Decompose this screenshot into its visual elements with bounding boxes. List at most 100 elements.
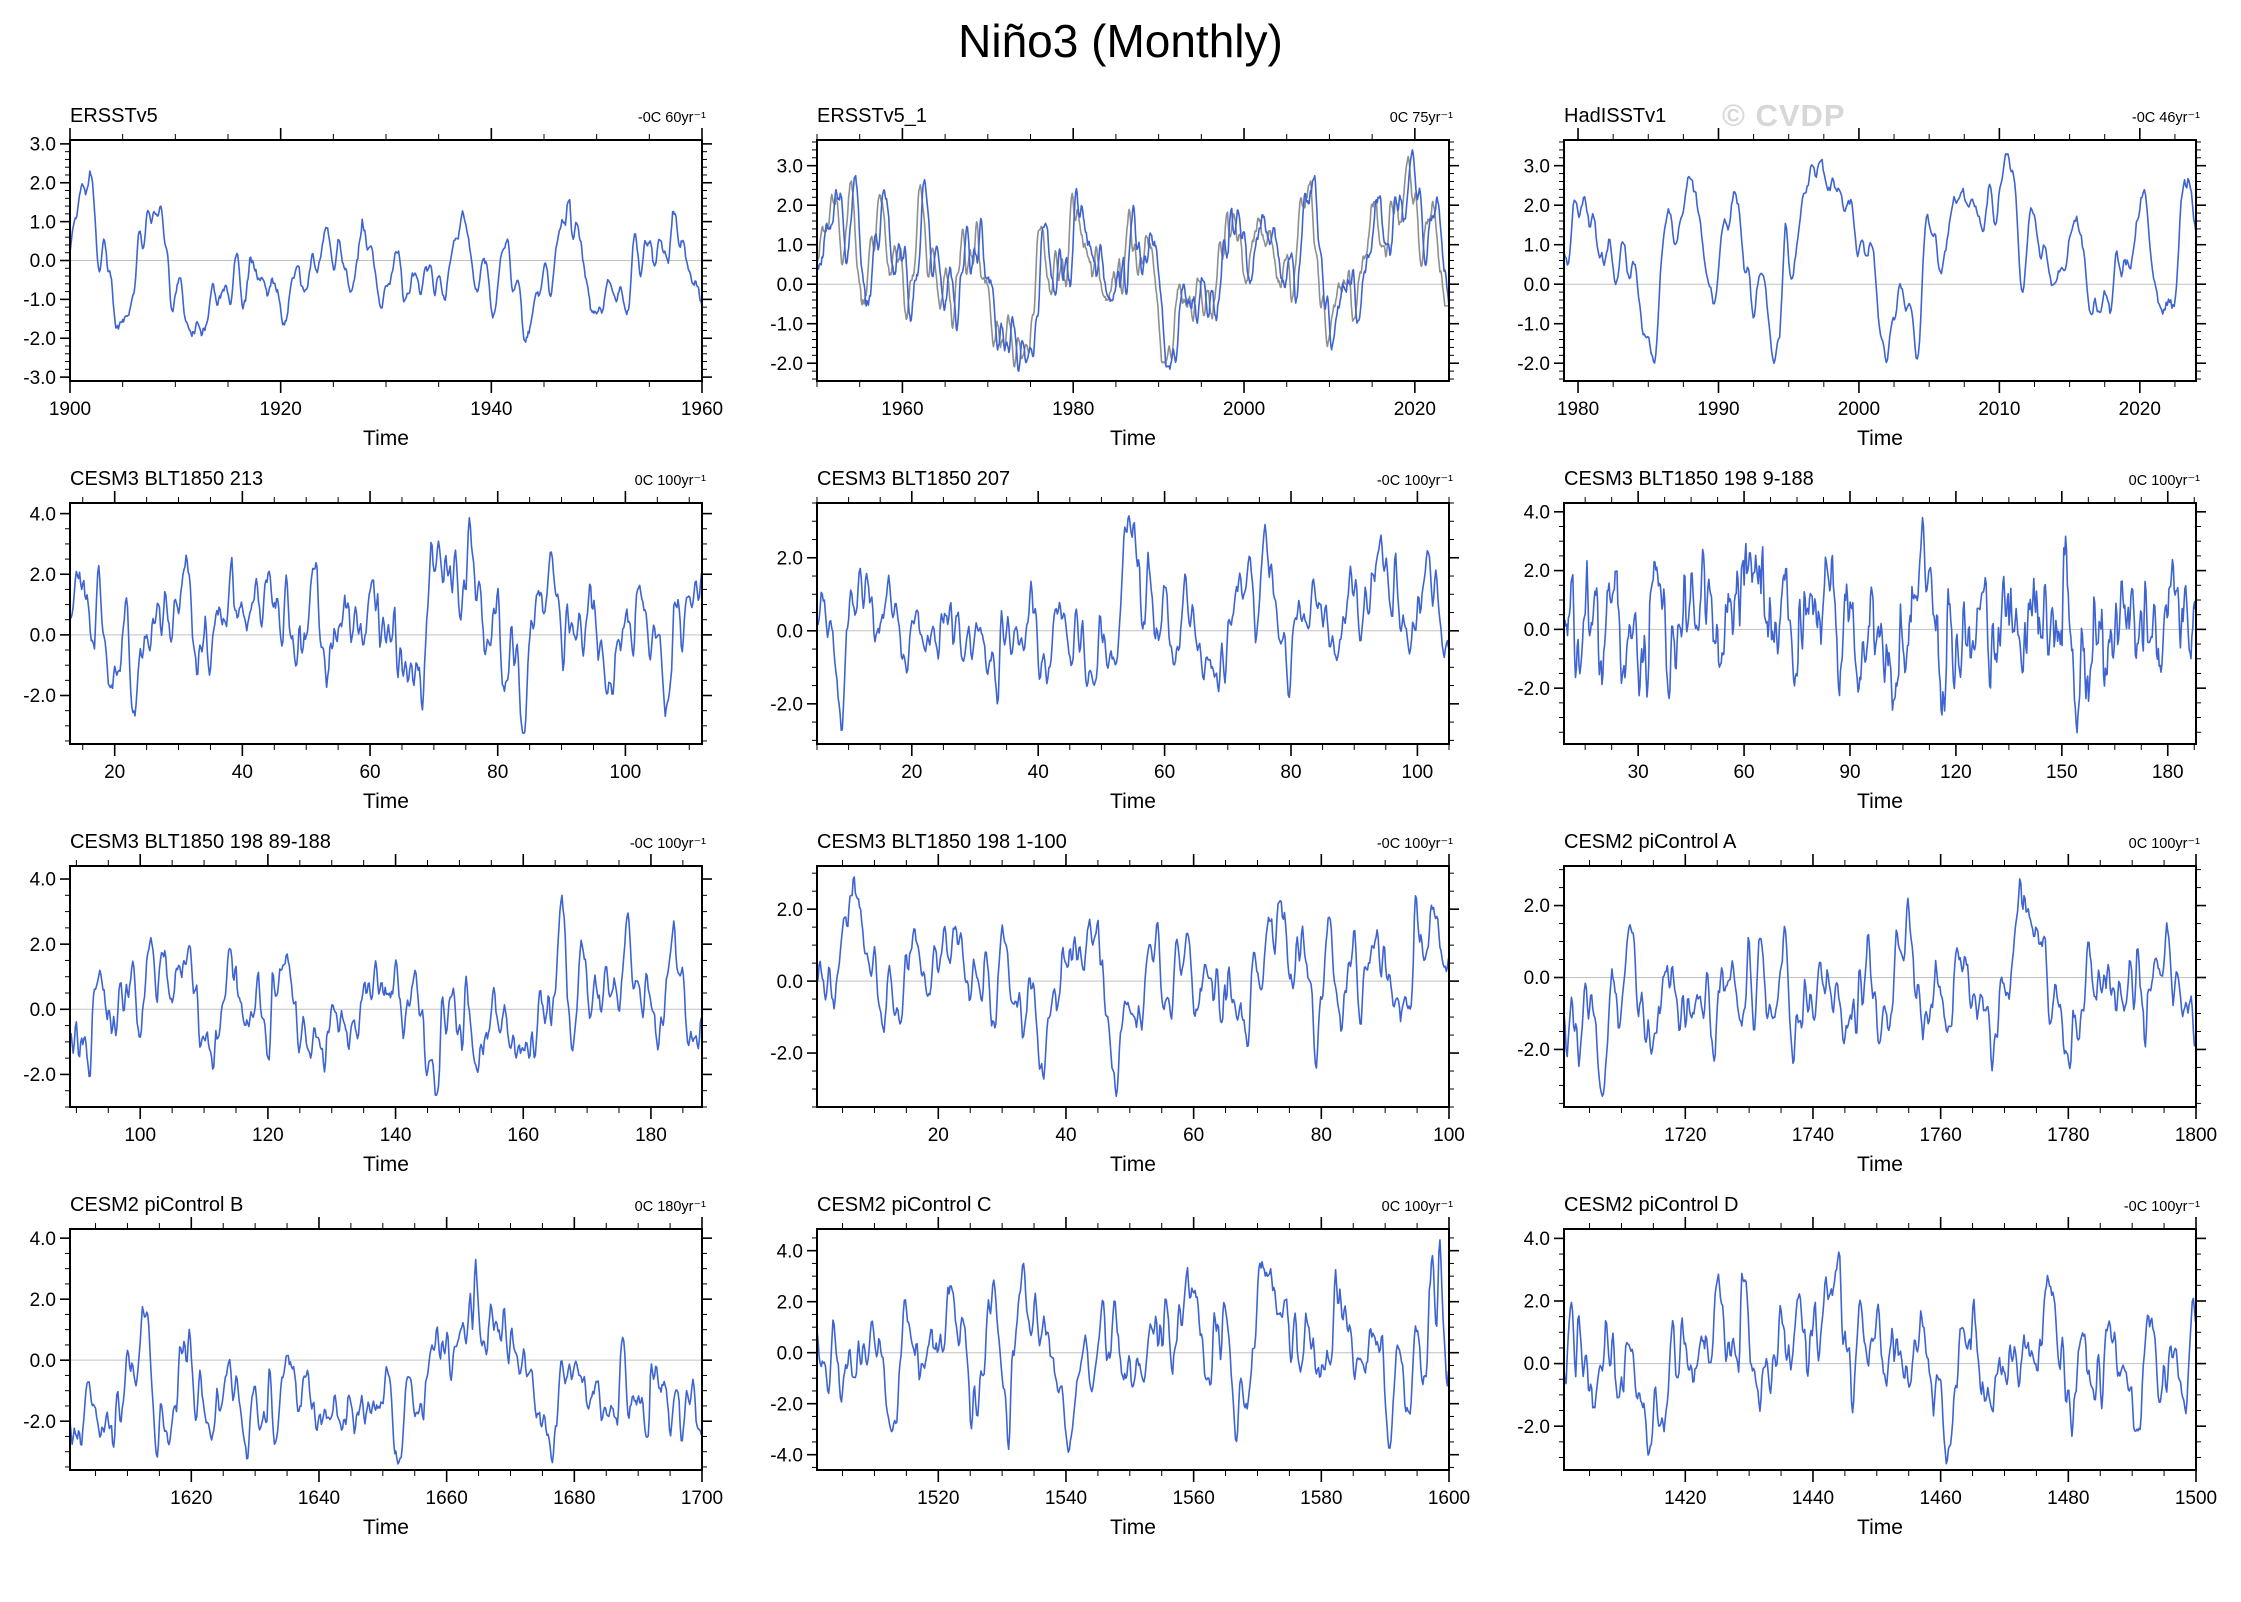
svg-text:100: 100 (610, 762, 642, 783)
panel-cesm2-picontrol-a: CESM2 piControl A 0C 100yr⁻¹ 1720 1740 176… (1494, 822, 2241, 1185)
svg-text:0.0: 0.0 (30, 1000, 56, 1021)
svg-text:1740: 1740 (1792, 1125, 1834, 1146)
plot-area: 1420 1440 1460 1480 1500 4.0 2.0 0.0 -2.0 (1517, 1217, 2217, 1509)
svg-text:80: 80 (487, 762, 508, 783)
x-axis-title: Time (1110, 427, 1156, 450)
svg-text:-2.0: -2.0 (770, 1044, 803, 1065)
svg-text:-1.0: -1.0 (1517, 314, 1550, 335)
panel-cesm2-picontrol-b: CESM2 piControl B 0C 180yr⁻¹ 1620 1640 166… (0, 1185, 747, 1548)
x-axis-title: Time (363, 427, 409, 450)
svg-text:1.0: 1.0 (30, 212, 56, 233)
plot-area: 1960 1980 2000 2020 3.0 2.0 1.0 0.0 -1.0 -2.0 (770, 128, 1459, 420)
svg-text:60: 60 (359, 762, 380, 783)
panel-title: CESM2 piControl B (70, 1194, 244, 1216)
svg-text:2.0: 2.0 (30, 1290, 56, 1311)
plot-area: 20 40 60 80 100 2.0 0.0 -2.0 (770, 491, 1459, 783)
svg-text:1.0: 1.0 (1524, 235, 1550, 256)
svg-text:1990: 1990 (1697, 399, 1739, 420)
svg-text:0.0: 0.0 (777, 275, 803, 296)
trend-annotation: 0C 100yr⁻¹ (2128, 473, 2200, 489)
svg-text:1560: 1560 (1173, 1488, 1215, 1509)
svg-text:4.0: 4.0 (1524, 1229, 1550, 1250)
panel-cesm3-blt1850-198-1-100: CESM3 BLT1850 198 1-100 -0C 100yr⁻¹ 20 40… (747, 822, 1494, 1185)
panel-cesm3-blt1850-207: CESM3 BLT1850 207 -0C 100yr⁻¹ 20 40 60 80 10… (747, 459, 1494, 822)
svg-text:1440: 1440 (1792, 1488, 1834, 1509)
svg-text:40: 40 (1028, 762, 1049, 783)
x-axis-title: Time (1110, 1153, 1156, 1176)
svg-text:1780: 1780 (2047, 1125, 2089, 1146)
panel-hadisstv1: HadISSTv1 -0C 46yr⁻¹ 1980 1990 2000 2010 202… (1494, 96, 2241, 459)
svg-text:1760: 1760 (1920, 1125, 1962, 1146)
svg-text:120: 120 (1940, 762, 1972, 783)
panel-title: CESM2 piControl C (817, 1194, 992, 1216)
svg-text:0.0: 0.0 (777, 621, 803, 642)
svg-text:1660: 1660 (426, 1488, 468, 1509)
svg-text:1480: 1480 (2047, 1488, 2089, 1509)
svg-text:120: 120 (252, 1125, 284, 1146)
plot-area: 1900 1920 1940 1960 3.0 2.0 1.0 0.0 -1.0 -2.0 -3.0 (23, 128, 723, 420)
svg-text:0.0: 0.0 (777, 972, 803, 993)
svg-text:2.0: 2.0 (1524, 896, 1550, 917)
svg-text:-2.0: -2.0 (1517, 1040, 1550, 1061)
trend-annotation: -0C 46yr⁻¹ (2131, 110, 2200, 126)
svg-text:2000: 2000 (1838, 399, 1880, 420)
svg-text:2.0: 2.0 (777, 548, 803, 569)
trend-annotation: 0C 75yr⁻¹ (1389, 110, 1453, 126)
x-axis-title: Time (1857, 1153, 1903, 1176)
svg-text:180: 180 (2152, 762, 2184, 783)
svg-text:0.0: 0.0 (30, 251, 56, 272)
panel-title: ERSSTv5_1 (817, 105, 928, 127)
panel-cesm3-blt1850-198-89-188: CESM3 BLT1850 198 89-188 -0C 100yr⁻¹ 100… (0, 822, 747, 1185)
svg-text:2000: 2000 (1223, 399, 1265, 420)
plot-area: 1980 1990 2000 2010 2020 3.0 2.0 1.0 0.0 -1.0 -2.0 (1517, 128, 2206, 420)
svg-text:0.0: 0.0 (1524, 1354, 1550, 1375)
plot-area: 100 120 140 160 180 4.0 2.0 0.0 -2.0 (23, 854, 712, 1146)
svg-text:1580: 1580 (1300, 1488, 1342, 1509)
svg-text:3.0: 3.0 (777, 156, 803, 177)
svg-text:1940: 1940 (470, 399, 512, 420)
x-axis-title: Time (363, 1516, 409, 1539)
svg-text:-3.0: -3.0 (23, 368, 56, 389)
svg-text:2.0: 2.0 (1524, 196, 1550, 217)
x-axis-title: Time (1110, 790, 1156, 813)
svg-text:20: 20 (928, 1125, 949, 1146)
svg-text:1960: 1960 (681, 399, 723, 420)
svg-text:4.0: 4.0 (30, 870, 56, 891)
trend-annotation: 0C 100yr⁻¹ (2128, 836, 2200, 852)
svg-text:-2.0: -2.0 (770, 1394, 803, 1415)
svg-text:-2.0: -2.0 (770, 694, 803, 715)
svg-text:4.0: 4.0 (30, 504, 56, 525)
trend-annotation: -0C 60yr⁻¹ (637, 110, 706, 126)
plot-area: 1620 1640 1660 1680 1700 4.0 2.0 0.0 -2.0 (23, 1217, 723, 1509)
plot-area: 30 60 90 120 150 180 4.0 2.0 0.0 -2.0 (1517, 491, 2206, 783)
trend-annotation: 0C 100yr⁻¹ (634, 473, 706, 489)
x-axis-title: Time (1857, 1516, 1903, 1539)
svg-text:2.0: 2.0 (777, 196, 803, 217)
plot-area: 20 40 60 80 100 4.0 2.0 0.0 -2.0 (23, 491, 712, 783)
plot-area: 20 40 60 80 100 2.0 0.0 -2.0 (770, 854, 1465, 1146)
x-axis-title: Time (363, 1153, 409, 1176)
trend-annotation: -0C 100yr⁻¹ (1376, 836, 1453, 852)
svg-text:0.0: 0.0 (30, 626, 56, 647)
svg-text:40: 40 (232, 762, 253, 783)
svg-text:2020: 2020 (2119, 399, 2161, 420)
svg-text:0.0: 0.0 (30, 1351, 56, 1372)
panel-title: CESM2 piControl A (1564, 831, 1737, 853)
svg-text:0.0: 0.0 (1524, 968, 1550, 989)
svg-text:2010: 2010 (1978, 399, 2020, 420)
svg-text:1500: 1500 (2175, 1488, 2217, 1509)
panel-title: HadISSTv1 (1564, 105, 1667, 127)
svg-text:80: 80 (1280, 762, 1301, 783)
panel-cesm2-picontrol-c: CESM2 piControl C 0C 100yr⁻¹ 1520 1540 156… (747, 1185, 1494, 1548)
svg-text:0.0: 0.0 (1524, 620, 1550, 641)
svg-text:-2.0: -2.0 (1517, 354, 1550, 375)
svg-text:1540: 1540 (1045, 1488, 1087, 1509)
svg-text:-2.0: -2.0 (1517, 679, 1550, 700)
plot-area: 1520 1540 1560 1580 1600 4.0 2.0 0.0 -2.0 -4.0 (770, 1217, 1470, 1509)
svg-text:3.0: 3.0 (1524, 156, 1550, 177)
svg-text:-2.0: -2.0 (1517, 1417, 1550, 1438)
svg-text:40: 40 (1055, 1125, 1076, 1146)
svg-text:150: 150 (2046, 762, 2078, 783)
trend-annotation: -0C 100yr⁻¹ (2123, 1199, 2200, 1215)
svg-text:60: 60 (1183, 1125, 1204, 1146)
